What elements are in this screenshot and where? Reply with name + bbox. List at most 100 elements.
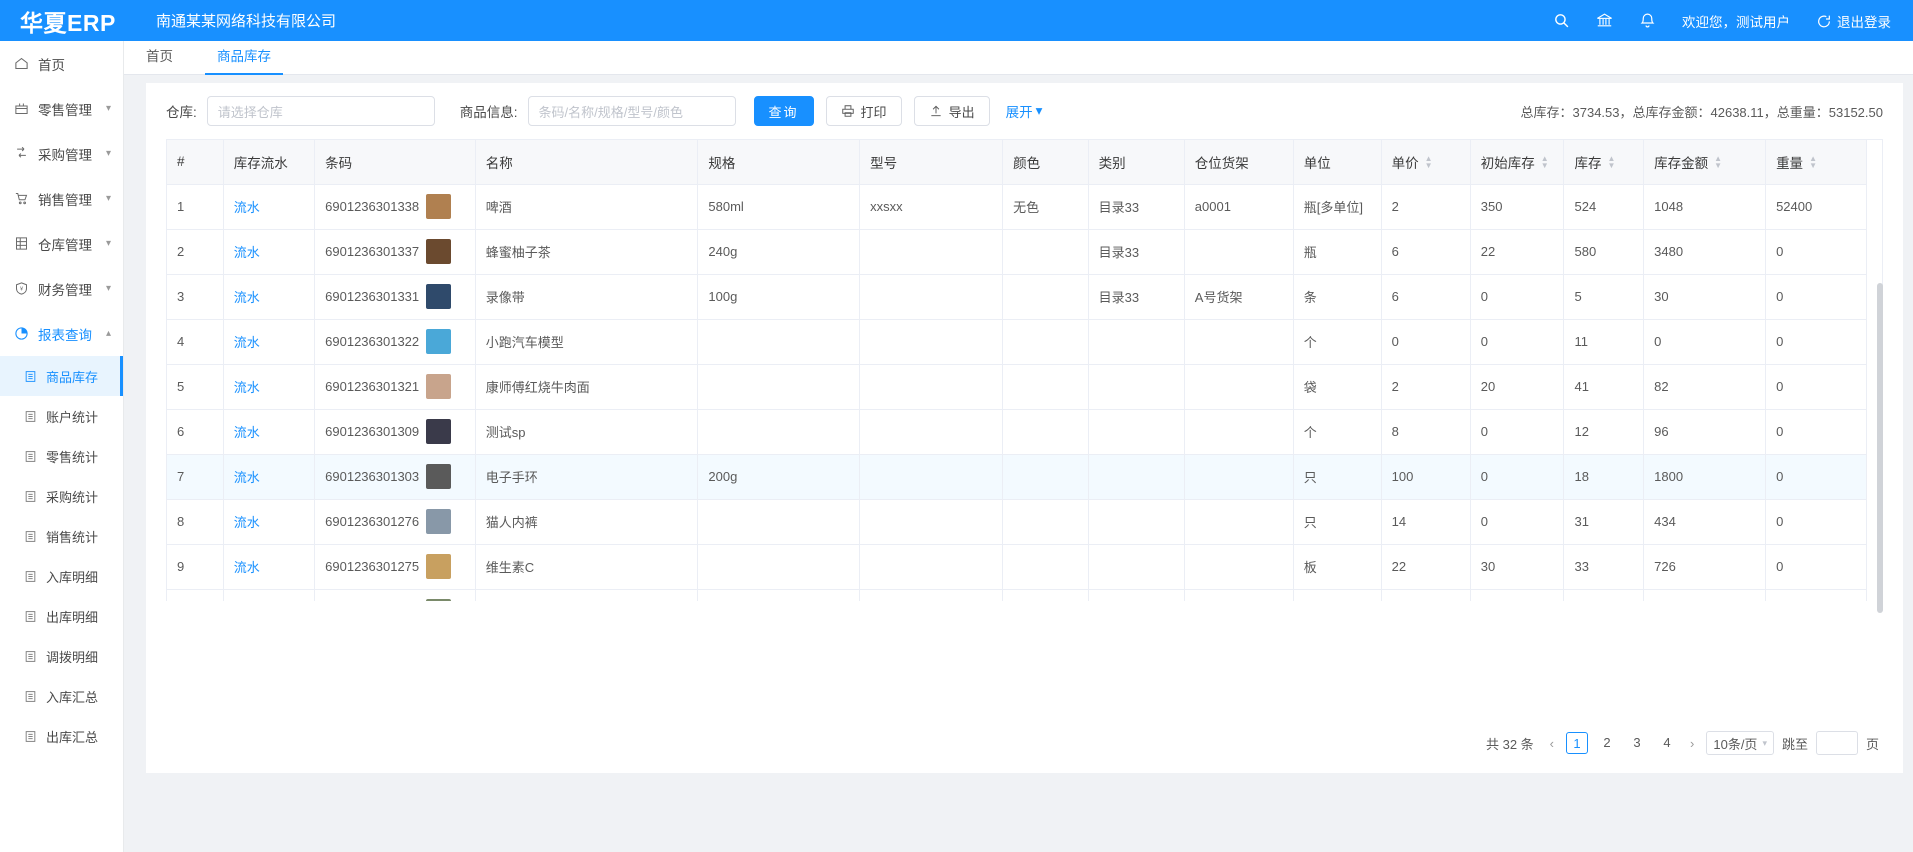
sort-icon[interactable]: ▲ ▼ xyxy=(1607,153,1616,170)
sort-icon[interactable]: ▲ ▼ xyxy=(1714,153,1723,170)
sort-icon[interactable]: ▲ ▼ xyxy=(1540,153,1549,170)
cell-shelf xyxy=(1184,454,1294,500)
bell-icon[interactable] xyxy=(1639,12,1656,29)
table-row[interactable]: 5 流水 6901236301321 康师傅红烧牛肉面 袋 2 20 41 82 0 xyxy=(167,364,1867,410)
table-row[interactable]: 4 流水 6901236301322 小跑汽车模型个 0 0 11 0 0 xyxy=(167,319,1867,365)
tab-goods-stock[interactable]: 商品库存 xyxy=(195,40,293,75)
sidebar-subitem-goods-stock[interactable]: 商品库存 xyxy=(0,356,123,396)
warehouse-placeholder: 请选择仓库 xyxy=(217,104,283,120)
col-amount[interactable]: 库存金额 ▲ ▼ xyxy=(1643,140,1767,185)
cell-barcode: 6901236301321 xyxy=(314,364,476,410)
sidebar-item-purchase[interactable]: 采购管理 ▾ xyxy=(0,131,123,176)
sidebar-subitem-outbound-summary[interactable]: 出库汇总 xyxy=(0,716,123,756)
query-button[interactable]: 查询 xyxy=(753,96,814,126)
jump-page-input[interactable] xyxy=(1815,731,1858,755)
scrollbar-thumb[interactable] xyxy=(1877,283,1883,613)
cell-weight: 0 xyxy=(1765,409,1867,455)
cell-color xyxy=(1002,454,1089,500)
sidebar-item-sales[interactable]: 销售管理 ▾ xyxy=(0,176,123,221)
logout-button[interactable]: 退出登录 xyxy=(1816,11,1891,31)
sidebar-item-reports[interactable]: 报表查询 ▴ xyxy=(0,311,123,356)
export-label: 导出 xyxy=(948,104,975,120)
sidebar-subitem-outbound-detail[interactable]: 出库明细 xyxy=(0,596,123,636)
table-row[interactable]: 6 流水 6901236301309 测试sp 个 8 0 12 96 0 xyxy=(167,409,1867,455)
cell-flow: 流水 xyxy=(223,589,316,601)
pagination-page-1[interactable]: 1 xyxy=(1566,732,1589,754)
cell-shelf: A号货架 xyxy=(1184,274,1294,320)
table-row[interactable]: 2 流水 6901236301337 蜂蜜柚子茶 240g 目录33 瓶 6 22 580 3480… xyxy=(167,229,1867,275)
goods-info-input[interactable]: 条码/名称/规格/型号/颜色 xyxy=(527,96,736,126)
table-vertical-scrollbar[interactable] xyxy=(1877,283,1883,695)
pagination-page-2[interactable]: 2 xyxy=(1603,735,1611,750)
flow-link[interactable]: 流水 xyxy=(233,335,260,350)
sidebar-item-home[interactable]: 首页 xyxy=(0,41,123,86)
flow-link[interactable]: 流水 xyxy=(233,560,260,575)
table-row[interactable]: 9 流水 6901236301275 维生素C 板 22 30 33 726 0 xyxy=(167,544,1867,590)
col-init-stock[interactable]: 初始库存 ▲ ▼ xyxy=(1470,140,1565,185)
product-thumbnail[interactable] xyxy=(426,554,452,579)
product-thumbnail[interactable] xyxy=(426,284,452,309)
col-stock[interactable]: 库存 ▲ ▼ xyxy=(1563,140,1645,185)
table-row[interactable]: 1 流水 6901236301338 啤酒 580ml xxsxx 无色 目录33 a0001 瓶… xyxy=(167,184,1867,230)
product-thumbnail[interactable] xyxy=(426,374,452,399)
page-size-select[interactable]: 10条/页 ▾ xyxy=(1706,731,1774,755)
cell-name: 猫人内裤 xyxy=(475,499,699,545)
sidebar-subitem-purchase-stats[interactable]: 采购统计 xyxy=(0,476,123,516)
pagination-next[interactable]: › xyxy=(1690,735,1695,751)
sort-icon[interactable]: ▲ ▼ xyxy=(1809,153,1817,170)
pagination-page-3[interactable]: 3 xyxy=(1633,735,1641,750)
product-thumbnail[interactable] xyxy=(426,194,452,219)
tab-home[interactable]: 首页 xyxy=(146,49,173,64)
sidebar-subitem-sales-stats[interactable]: 销售统计 xyxy=(0,516,123,556)
sidebar-subitem-inbound-summary[interactable]: 入库汇总 xyxy=(0,676,123,716)
cell-init-stock: 0 xyxy=(1470,319,1565,365)
brand-logo[interactable]: 华夏ERP xyxy=(20,9,116,36)
sidebar-item-retail[interactable]: 零售管理 ▾ xyxy=(0,86,123,131)
flow-link[interactable]: 流水 xyxy=(233,245,260,260)
flow-link[interactable]: 流水 xyxy=(233,380,260,395)
flow-link[interactable]: 流水 xyxy=(233,200,260,215)
product-thumbnail[interactable] xyxy=(426,509,452,534)
sidebar-subitem-inbound-detail[interactable]: 入库明细 xyxy=(0,556,123,596)
product-thumbnail[interactable] xyxy=(426,419,452,444)
sidebar-sublabel: 商品库存 xyxy=(46,369,99,385)
flow-link[interactable]: 流水 xyxy=(233,470,260,485)
col-weight[interactable]: 重量 ▲ ▼ xyxy=(1765,140,1867,185)
cell-flow: 流水 xyxy=(223,319,316,365)
warehouse-select[interactable]: 请选择仓库 xyxy=(206,96,435,126)
header-actions: 欢迎您，测试用户 退出登录 xyxy=(1553,11,1913,31)
table-row[interactable]: 8 流水 6901236301276 猫人内裤只 14 0 31 434 0 xyxy=(167,499,1867,545)
table-row[interactable]: 10流水6901236301274测试商品个00000 xyxy=(167,589,1867,601)
cell-flow: 流水 xyxy=(223,499,316,545)
sidebar-subitem-account-stats[interactable]: 账户统计 xyxy=(0,396,123,436)
expand-toggle[interactable]: 展开 ▾ xyxy=(1006,101,1043,121)
sidebar-subitem-retail-stats[interactable]: 零售统计 xyxy=(0,436,123,476)
product-thumbnail[interactable] xyxy=(426,464,452,489)
sort-icon[interactable]: ▲ ▼ xyxy=(1424,153,1433,170)
table-row[interactable]: 7 流水 6901236301303 电子手环 200g 只 100 0 18 1800 0 xyxy=(167,454,1867,500)
stock-table-head: # 库存流水 条码 名称 规格 型号 颜色 类别 仓位货架 单位 单价 ▲ ▼ 初始… xyxy=(167,140,1867,185)
search-icon[interactable] xyxy=(1553,12,1570,29)
sidebar-item-warehouse[interactable]: 仓库管理 ▾ xyxy=(0,221,123,266)
printer-icon xyxy=(841,105,854,117)
col-price[interactable]: 单价 ▲ ▼ xyxy=(1381,140,1471,185)
product-thumbnail[interactable] xyxy=(426,239,452,264)
flow-link[interactable]: 流水 xyxy=(233,425,260,440)
product-thumbnail[interactable] xyxy=(426,329,452,354)
sidebar-subitem-transfer-detail[interactable]: 调拨明细 xyxy=(0,636,123,676)
print-button[interactable]: 打印 xyxy=(825,96,902,126)
sidebar-item-finance[interactable]: ¥ 财务管理 ▾ xyxy=(0,266,123,311)
bank-icon[interactable] xyxy=(1596,12,1613,29)
flow-link[interactable]: 流水 xyxy=(233,290,260,305)
cell-unit: 个 xyxy=(1293,319,1382,365)
doc-icon xyxy=(24,530,44,543)
flow-link[interactable]: 流水 xyxy=(233,515,260,530)
pagination-prev[interactable]: ‹ xyxy=(1549,735,1555,751)
cell-barcode: 6901236301303 xyxy=(314,454,476,500)
goods-info-label: 商品信息: xyxy=(459,105,518,120)
pagination-page-4[interactable]: 4 xyxy=(1663,735,1671,750)
product-thumbnail[interactable] xyxy=(426,599,452,601)
cell-unit: 板 xyxy=(1293,544,1382,590)
export-button[interactable]: 导出 xyxy=(913,96,990,126)
table-row[interactable]: 3 流水 6901236301331 录像带 100g 目录33 A号货架条 6 0 5 30 0 xyxy=(167,274,1867,320)
